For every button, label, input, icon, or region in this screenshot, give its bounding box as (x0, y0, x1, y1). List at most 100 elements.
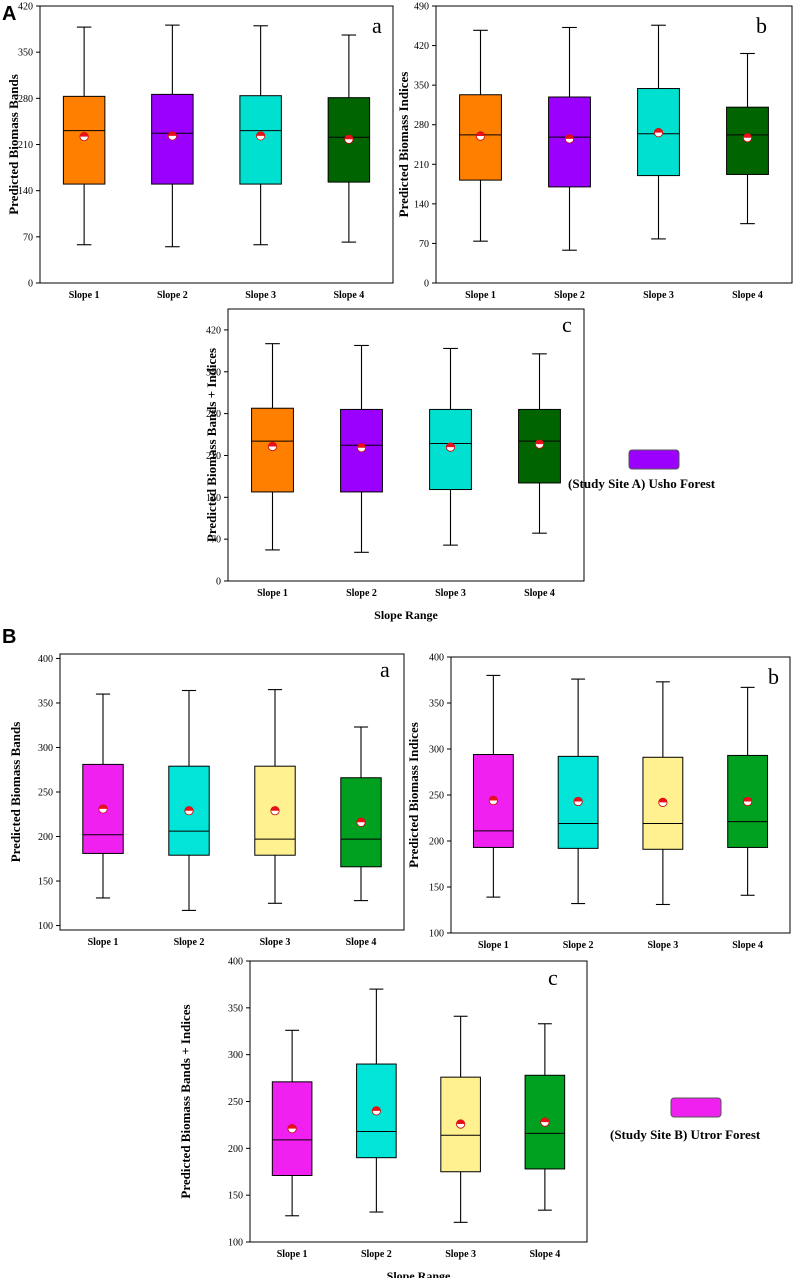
x-category-label: Slope 2 (174, 937, 205, 948)
mean-marker-fill (743, 797, 752, 802)
mean-marker-fill (356, 818, 366, 823)
mean-marker-fill (565, 134, 574, 139)
legend-label-site-B: (Study Site B) Utror Forest (610, 1127, 761, 1142)
mean-marker-fill (456, 1119, 465, 1124)
mean-marker-fill (658, 798, 668, 803)
legend-site-A: (Study Site A) Usho Forest (568, 449, 716, 491)
mean-marker-fill (743, 133, 752, 138)
panel-label: a (372, 13, 382, 38)
x-category-label: Slope 4 (529, 1249, 560, 1260)
y-tick-label: 280 (206, 409, 221, 420)
y-tick-label: 350 (228, 1003, 243, 1014)
y-tick-label: 280 (18, 94, 33, 105)
x-category-label: Slope 4 (333, 290, 364, 301)
x-axis-title: Slope Range (374, 608, 438, 622)
x-axis-title: Slope Range (387, 1269, 451, 1278)
y-tick-label: 490 (414, 2, 429, 13)
y-tick-label: 350 (206, 367, 221, 378)
section-label-B: B (2, 626, 16, 648)
y-tick-label: 70 (211, 535, 221, 546)
x-category-label: Slope 4 (732, 290, 763, 301)
mean-marker-fill (573, 797, 583, 802)
panel-label: a (380, 657, 390, 682)
y-tick-label: 210 (414, 160, 429, 171)
mean-marker-fill (446, 442, 455, 448)
section-label-A: A (2, 3, 16, 25)
y-tick-label: 100 (38, 921, 53, 932)
x-category-label: Slope 1 (465, 290, 496, 301)
x-category-label: Slope 3 (435, 588, 466, 599)
y-tick-label: 350 (18, 48, 33, 59)
y-tick-label: 420 (414, 41, 429, 52)
box-4 (727, 754, 769, 848)
y-tick-label: 70 (419, 239, 429, 250)
y-tick-label: 150 (429, 883, 444, 894)
y-tick-label: 420 (18, 2, 33, 13)
y-axis-title: Predicted Biomass Bands + Indices (204, 348, 219, 542)
legend-swatch-site-B (670, 1097, 722, 1118)
y-tick-label: 140 (206, 493, 221, 504)
mean-marker-fill (79, 132, 89, 137)
panel-label: c (562, 312, 572, 337)
y-tick-label: 200 (38, 832, 53, 843)
y-tick-label: 100 (429, 929, 444, 940)
y-tick-label: 420 (206, 325, 221, 336)
panel-label: c (548, 965, 558, 990)
x-category-label: Slope 3 (445, 1249, 476, 1260)
x-category-label: Slope 2 (157, 290, 188, 301)
mean-marker-fill (268, 442, 277, 447)
mean-marker-fill (535, 439, 544, 445)
mean-marker-fill (168, 131, 177, 136)
x-category-label: Slope 2 (563, 940, 594, 951)
y-tick-label: 250 (228, 1097, 243, 1108)
mean-marker-fill (256, 131, 265, 136)
chart-panel-B-a: 100 150 200 250 300 350 400 Predicted Biomass B… (8, 653, 405, 948)
legend-label-site-A: (Study Site A) Usho Forest (568, 476, 716, 491)
y-tick-label: 350 (414, 81, 429, 92)
y-tick-label: 350 (38, 698, 53, 709)
y-tick-label: 210 (18, 140, 33, 151)
y-axis-title: Predicted Biomass Bands (8, 722, 23, 863)
y-tick-label: 150 (228, 1191, 243, 1202)
x-category-label: Slope 4 (524, 588, 555, 599)
x-category-label: Slope 1 (69, 290, 100, 301)
x-category-label: Slope 1 (277, 1249, 308, 1260)
box-3 (440, 1076, 481, 1173)
y-axis-title: Predicted Biomass Indices (396, 72, 411, 218)
chart-panel-A-b: 0 70 140 210 280 350 420 490 Predicted Biomass I… (396, 2, 793, 301)
mean-marker-fill (476, 131, 485, 137)
x-category-label: Slope 3 (643, 290, 674, 301)
y-tick-label: 250 (429, 791, 444, 802)
plot-frame (435, 5, 793, 284)
y-tick-label: 140 (18, 186, 33, 197)
mean-marker-fill (654, 128, 663, 133)
y-tick-label: 70 (23, 232, 33, 243)
y-tick-label: 300 (38, 743, 53, 754)
y-tick-label: 400 (38, 654, 53, 665)
y-axis-title: Predicted Biomass Indices (406, 722, 421, 868)
x-category-label: Slope 3 (260, 937, 291, 948)
chart-panel-A-c: 0 70 140 210 280 350 420 Predicted Biomass Band… (204, 308, 585, 622)
x-category-label: Slope 1 (478, 940, 509, 951)
x-category-label: Slope 1 (88, 937, 119, 948)
mean-marker-fill (357, 443, 366, 448)
x-category-label: Slope 4 (346, 937, 377, 948)
mean-marker-fill (270, 806, 280, 811)
y-tick-label: 200 (429, 837, 444, 848)
chart-panel-B-c: 100 150 200 250 300 350 400 Predicted Biomass B… (178, 957, 588, 1278)
chart-panel-A-a: 0 70 140 210 280 350 420 Predicted Biomass Band… (6, 2, 394, 301)
y-tick-label: 150 (38, 877, 53, 888)
x-category-label: Slope 3 (245, 290, 276, 301)
y-tick-label: 250 (38, 788, 53, 799)
y-axis-title: Predicted Biomass Bands + Indices (178, 1004, 193, 1198)
y-tick-label: 0 (216, 577, 221, 588)
y-tick-label: 200 (228, 1144, 243, 1155)
legend-swatch-site-A (628, 449, 680, 470)
mean-marker-fill (98, 804, 108, 809)
mean-marker-fill (344, 135, 354, 140)
x-category-label: Slope 1 (257, 588, 288, 599)
mean-marker-fill (287, 1124, 297, 1129)
mean-marker-fill (540, 1117, 550, 1123)
x-category-label: Slope 4 (732, 940, 763, 951)
mean-marker-fill (489, 796, 498, 801)
